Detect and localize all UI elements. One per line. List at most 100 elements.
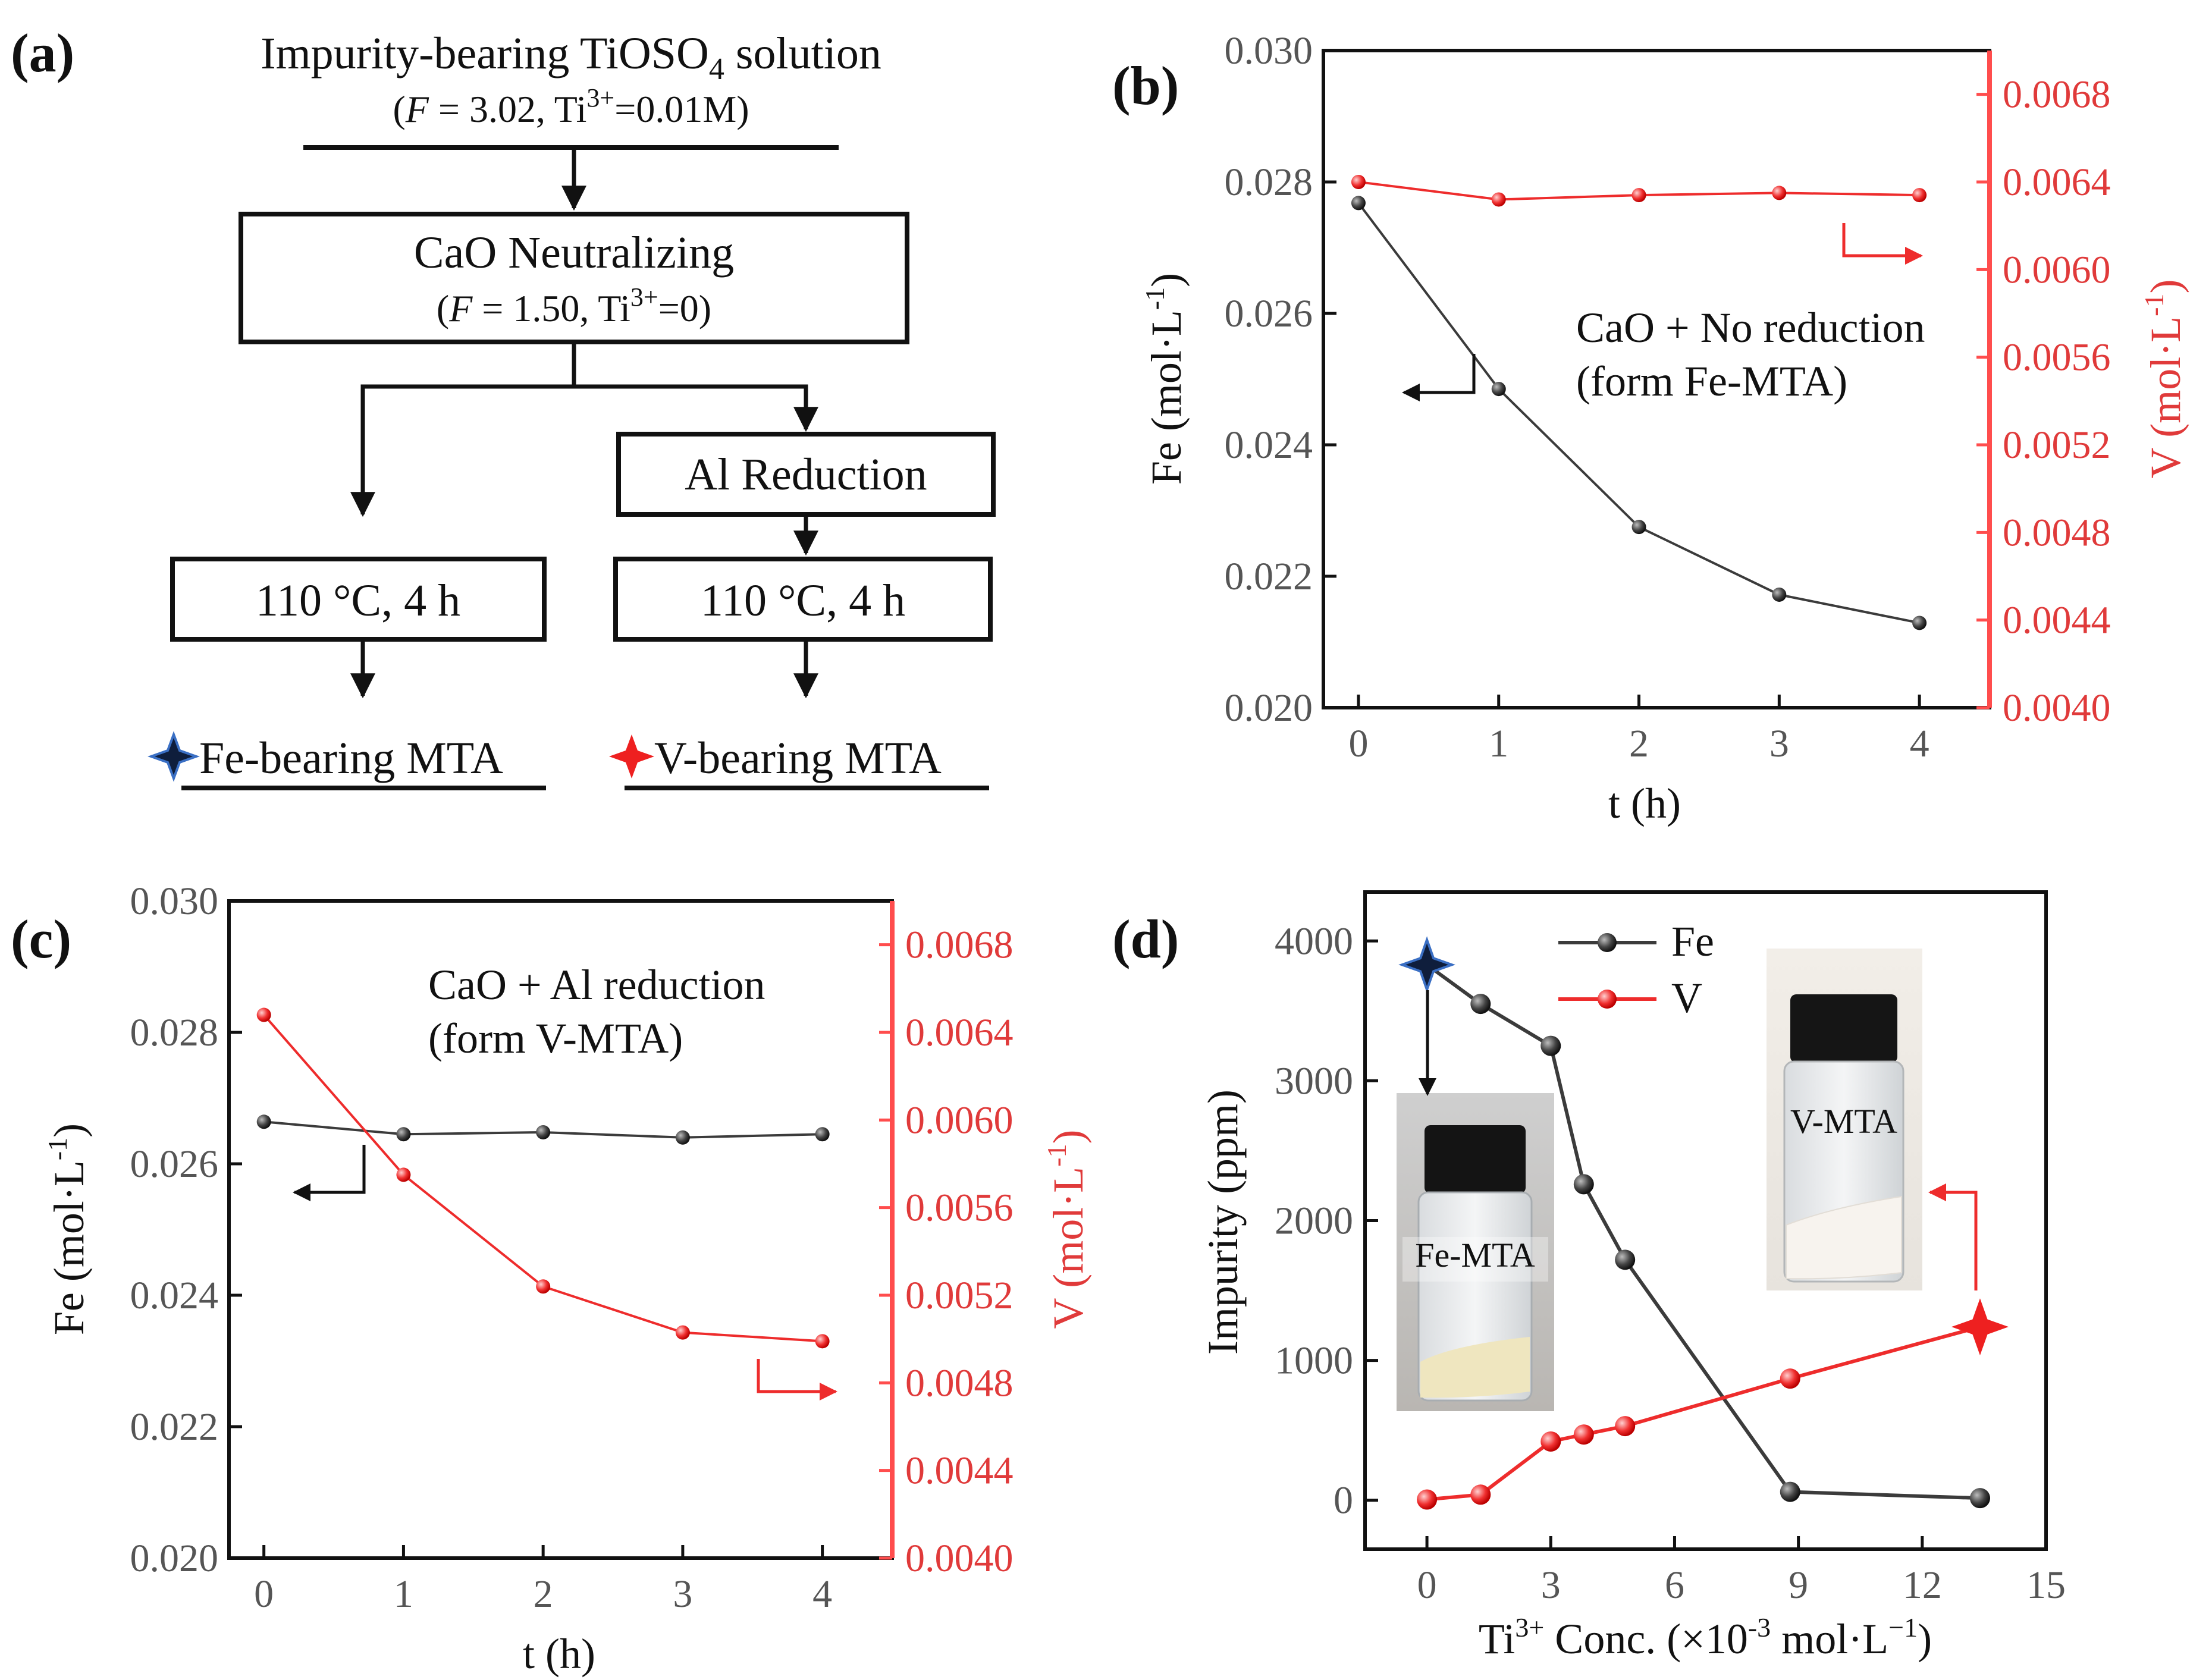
panel-c-right-axis-pointer	[757, 1359, 837, 1400]
photo-v-mta-powder	[1786, 1195, 1902, 1280]
y-right-tick-label: 0.0068	[905, 924, 1014, 967]
panel-b-series	[1351, 175, 1927, 630]
series-fe-point	[1540, 1035, 1561, 1056]
series-v-point	[1351, 175, 1366, 189]
flow-product-right: V-bearing MTA	[654, 733, 942, 783]
panel-c-ticks: 0 1 2 3 4 0.020 0.022 0.024 0.026 0.028 0.030 0.004…	[130, 880, 1014, 1616]
panel-d-v-star-pointer	[1928, 1183, 1978, 1290]
x-tick-label: 2	[1629, 722, 1649, 765]
series-fe-point	[1491, 382, 1506, 397]
y-left-tick-label: 0.030	[1225, 29, 1313, 73]
y-tick-label: 0	[1334, 1479, 1353, 1522]
legend-fe-label: Fe	[1671, 918, 1714, 965]
panel-b-right-axis-pointer	[1842, 223, 1923, 265]
series-fe-point	[1780, 1481, 1800, 1502]
y-tick-label: 3000	[1275, 1059, 1353, 1103]
panel-c-label: (c)	[11, 909, 71, 969]
series-v-point	[1912, 188, 1927, 203]
y-right-tick-label: 0.0060	[905, 1098, 1014, 1142]
y-right-tick-label: 0.0068	[2003, 73, 2111, 117]
series-v-point	[256, 1007, 271, 1022]
series-v-point	[1780, 1368, 1800, 1389]
series-v-point	[1417, 1489, 1438, 1510]
flow-title: Impurity-bearing TiOSO4 solution	[261, 29, 881, 86]
flow-box-heat-left	[170, 557, 547, 642]
y-left-tick-label: 0.030	[130, 880, 219, 923]
x-tick-label: 1	[1489, 722, 1508, 765]
x-tick-label: 0	[1417, 1563, 1437, 1607]
panel-a-flowchart: (a) Impurity-bearing TiOSO4 solution (F …	[11, 23, 996, 790]
photo-fe-mta-label-bg	[1402, 1237, 1548, 1282]
panel-c-chart: (c) 0 1 2 3 40.0200.0220.0240.0260.0280.0300…	[11, 880, 1092, 1678]
series-v-point	[1573, 1424, 1594, 1445]
x-tick-label: 9	[1789, 1563, 1808, 1607]
legend-v-marker	[1598, 990, 1617, 1009]
y-tick-label: 4000	[1275, 919, 1353, 963]
x-tick-label: 3	[1541, 1563, 1561, 1607]
panel-b-ylabel-right: V (mol·L-1)	[2139, 280, 2189, 479]
red-star-icon	[609, 734, 654, 778]
flow-step-cao: CaO Neutralizing	[414, 228, 734, 278]
y-right-tick-label: 0.0052	[2003, 423, 2111, 467]
flow-arrow-right	[574, 384, 818, 432]
y-left-tick-label: 0.024	[130, 1274, 219, 1317]
panel-a-label: (a)	[11, 23, 74, 83]
x-tick-label: 2	[534, 1572, 553, 1616]
photo-fe-mta: Fe-MTA	[1397, 1093, 1554, 1411]
navy-star-icon	[148, 731, 200, 782]
flow-heat-right: 110 °C, 4 h	[701, 576, 905, 626]
series-fe-point	[1969, 1488, 1990, 1509]
y-left-tick-label: 0.020	[1225, 686, 1313, 730]
series-fe-point	[1470, 994, 1491, 1015]
series-v-point	[396, 1167, 411, 1182]
series-v-point	[675, 1325, 690, 1340]
series-fe-point	[396, 1127, 411, 1142]
y-left-tick-label: 0.028	[130, 1011, 219, 1054]
y-left-tick-label: 0.024	[1225, 423, 1313, 467]
series-v-point	[1540, 1431, 1561, 1452]
panel-b-xlabel: t (h)	[1608, 780, 1681, 827]
series-v-point	[1491, 192, 1506, 207]
x-tick-label: 15	[2026, 1563, 2066, 1607]
x-tick-label: 0	[254, 1572, 274, 1616]
series-v-point	[1615, 1416, 1636, 1437]
flow-box-heat-right	[613, 557, 993, 642]
y-right-tick-label: 0.0052	[905, 1274, 1014, 1317]
panel-c-left-axis-pointer	[293, 1145, 366, 1201]
y-tick-label: 1000	[1275, 1339, 1353, 1383]
photo-v-mta-cap	[1790, 994, 1897, 1063]
panel-c-ylabel-left: Fe (mol·L-1)	[42, 1123, 93, 1335]
x-tick-label: 6	[1665, 1563, 1684, 1607]
flow-condition-1: (F = 3.02, Ti3+=0.01M)	[393, 83, 749, 130]
y-right-tick-label: 0.0056	[905, 1186, 1014, 1230]
legend-fe-marker	[1598, 933, 1617, 952]
x-tick-label: 1	[394, 1572, 413, 1616]
y-left-tick-label: 0.028	[1225, 161, 1313, 204]
panel-d-ylabel: Impurity (ppm)	[1199, 1089, 1247, 1355]
panel-d-chart: (d) Fe-MTA V-MTA 0 3 6 9 12 15 0 1000 2000 3000 40…	[1112, 890, 2066, 1663]
flow-heat-left: 110 °C, 4 h	[256, 576, 460, 626]
panel-d-xlabel: Ti3+ Conc. (×10-3 mol·L−1)	[1479, 1612, 1932, 1663]
flow-box-al	[616, 432, 996, 517]
series-v-point	[536, 1279, 551, 1294]
flow-step-al: Al Reduction	[685, 450, 927, 500]
x-tick-label: 0	[1348, 722, 1368, 765]
panel-b-chart: (b) 0 1 2 3 40.0200.0220.0240.0260.0280.0300…	[1112, 29, 2189, 827]
legend-v-label: V	[1671, 974, 1702, 1022]
panel-d-label: (d)	[1112, 909, 1179, 969]
y-right-tick-label: 0.0048	[905, 1361, 1014, 1405]
y-right-tick-label: 0.0048	[2003, 511, 2111, 554]
panel-c-annotation-1: CaO + Al reduction	[428, 961, 765, 1009]
y-right-tick-label: 0.0040	[905, 1537, 1014, 1580]
y-tick-label: 2000	[1275, 1199, 1353, 1243]
series-fe-point	[536, 1125, 551, 1139]
series-v-point	[1470, 1484, 1491, 1505]
y-left-tick-label: 0.026	[130, 1142, 219, 1186]
panel-b-label: (b)	[1112, 55, 1179, 116]
y-right-tick-label: 0.0060	[2003, 248, 2111, 291]
photo-fe-mta-powder	[1420, 1337, 1530, 1398]
series-fe-point	[1351, 196, 1366, 211]
series-v-star-point	[1951, 1298, 2009, 1356]
y-right-tick-label: 0.0040	[2003, 686, 2111, 730]
